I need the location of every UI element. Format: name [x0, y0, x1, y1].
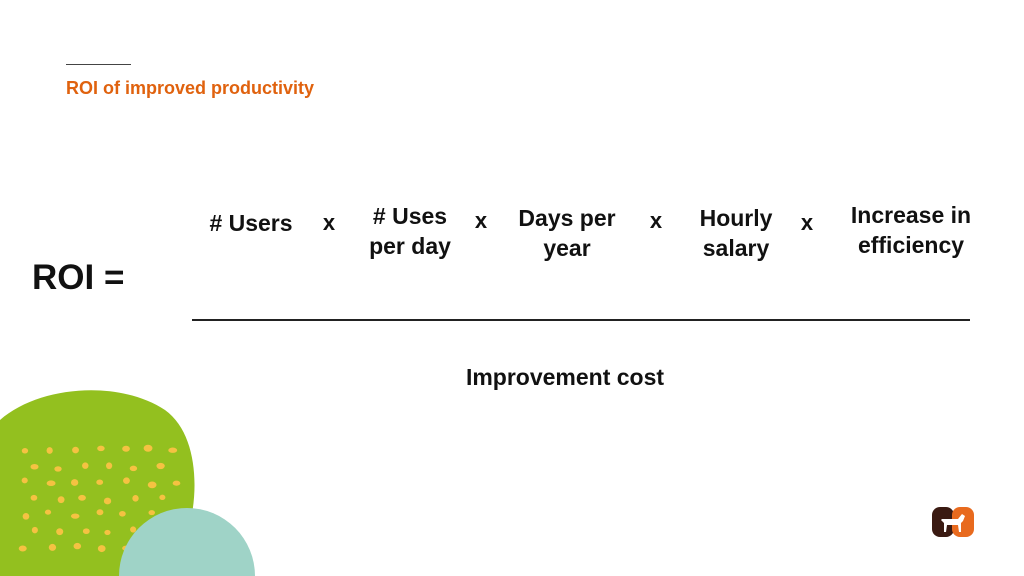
- dot: [18, 545, 27, 552]
- dot: [143, 444, 153, 452]
- term-line: per day: [369, 233, 451, 259]
- term-line: Hourly: [699, 205, 773, 231]
- dot: [70, 479, 79, 486]
- denominator: Improvement cost: [465, 364, 665, 390]
- times-operator: x: [649, 208, 663, 233]
- term-increase-in-efficiency: Increase in efficiency: [851, 200, 971, 260]
- dot: [30, 463, 39, 470]
- dot: [56, 528, 64, 536]
- dot: [172, 480, 181, 486]
- dot: [82, 462, 89, 469]
- dot: [54, 466, 62, 472]
- roi-label: ROI =: [32, 258, 125, 297]
- term-line: year: [543, 235, 591, 261]
- title-rule: [66, 64, 131, 65]
- dot: [159, 494, 166, 500]
- dog-logo-icon: [932, 507, 974, 537]
- yellow-dots: [18, 444, 181, 553]
- term-hourly-salary: Hourly salary: [700, 203, 773, 263]
- dot: [96, 509, 104, 516]
- dot: [97, 545, 106, 553]
- dot: [82, 528, 90, 535]
- times-operator: x: [800, 210, 814, 235]
- dot: [168, 447, 178, 453]
- teal-blob: [119, 508, 255, 576]
- times-operator: x: [474, 208, 488, 233]
- dot: [73, 542, 82, 550]
- dot: [46, 447, 53, 454]
- term-line: # Users: [209, 210, 293, 236]
- times-operator: x: [322, 210, 336, 235]
- term-line: Days per: [518, 205, 616, 231]
- dot: [132, 495, 139, 502]
- dot: [22, 513, 30, 520]
- dot: [105, 462, 113, 470]
- dot: [21, 448, 29, 454]
- term-users: # Users: [209, 208, 292, 238]
- dot: [21, 477, 28, 484]
- dot: [123, 477, 130, 484]
- term-uses-per-day: # Uses per day: [369, 201, 451, 261]
- dot: [48, 543, 57, 551]
- dot: [57, 496, 65, 504]
- dot: [148, 510, 155, 516]
- term-days-per-year: Days per year: [518, 203, 615, 263]
- dot: [130, 526, 137, 533]
- dot: [103, 497, 112, 505]
- dot: [72, 446, 79, 454]
- dot: [129, 465, 138, 472]
- dot: [31, 526, 38, 534]
- dot: [122, 445, 130, 452]
- dot: [119, 510, 126, 517]
- term-line: efficiency: [857, 232, 965, 258]
- dot: [30, 494, 38, 501]
- dot: [70, 513, 80, 519]
- fraction-line: [192, 319, 970, 321]
- dot: [96, 479, 104, 485]
- dot: [44, 509, 52, 515]
- term-line: salary: [702, 235, 770, 261]
- term-line: # Uses: [372, 203, 448, 229]
- slide-title: ROI of improved productivity: [66, 78, 315, 98]
- dot: [46, 480, 56, 487]
- dot: [147, 481, 157, 489]
- term-line: Increase in: [850, 202, 972, 228]
- dot: [104, 529, 111, 535]
- dot: [78, 494, 86, 501]
- dot: [156, 462, 165, 470]
- dot: [97, 445, 105, 452]
